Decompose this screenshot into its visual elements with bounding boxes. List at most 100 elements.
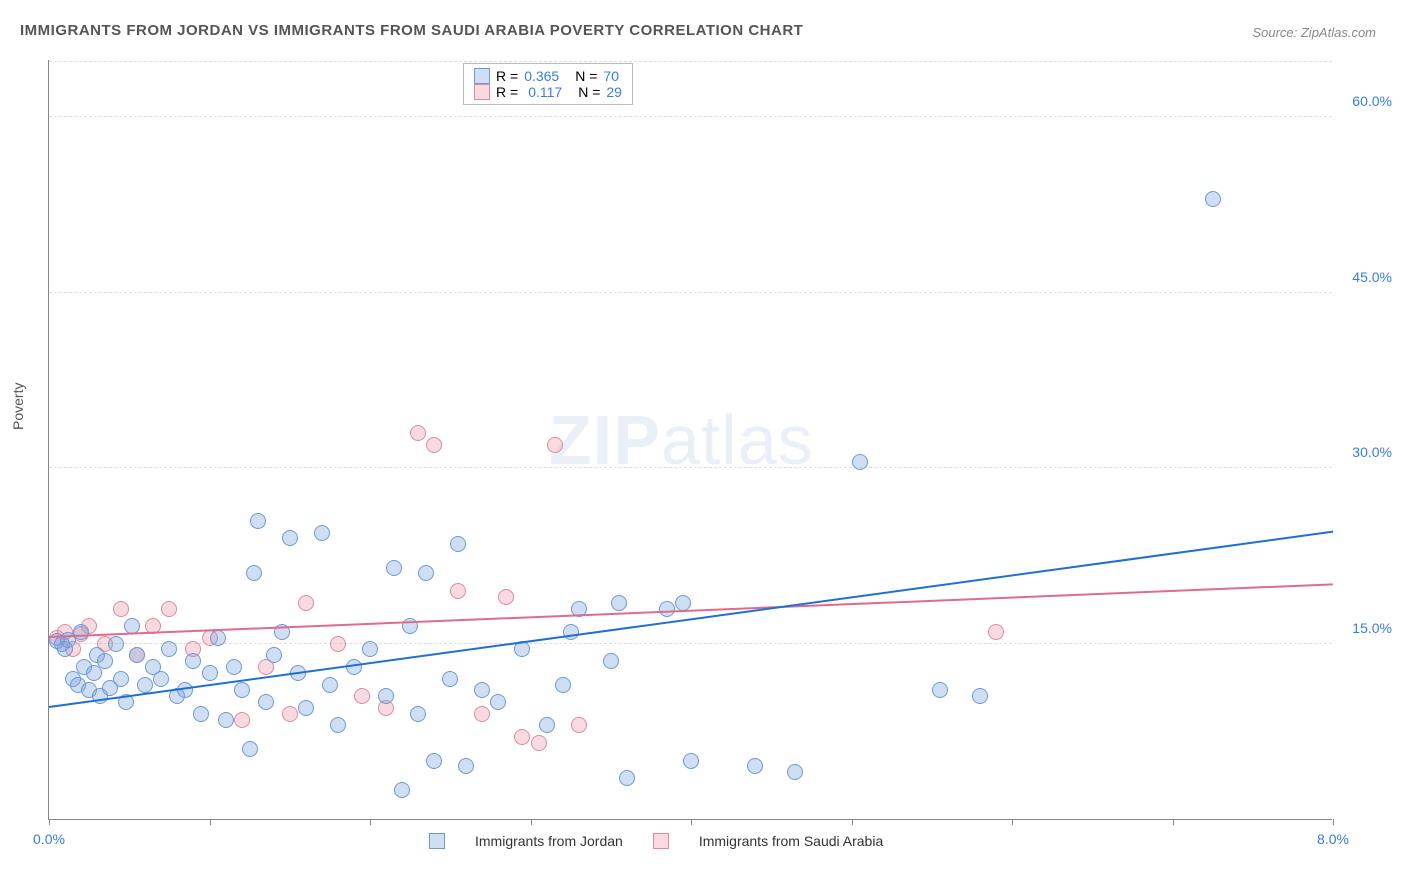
point-series2	[234, 712, 250, 728]
legend-swatch-1	[474, 68, 490, 84]
stats-row-1: R = 0.365 N = 70	[474, 68, 622, 84]
point-series2	[988, 624, 1004, 640]
point-series1	[418, 565, 434, 581]
stats-r-label: R =	[496, 84, 518, 100]
point-series2	[282, 706, 298, 722]
point-series1	[193, 706, 209, 722]
x-tick	[210, 819, 211, 825]
point-series1	[611, 595, 627, 611]
point-series1	[386, 560, 402, 576]
point-series2	[330, 636, 346, 652]
point-series1	[137, 677, 153, 693]
point-series1	[426, 753, 442, 769]
legend-swatch-1	[429, 833, 445, 849]
point-series1	[787, 764, 803, 780]
point-series1	[555, 677, 571, 693]
point-series1	[972, 688, 988, 704]
y-tick-label: 45.0%	[1337, 269, 1392, 285]
point-series1	[73, 624, 89, 640]
point-series1	[218, 712, 234, 728]
stats-r1-value: 0.365	[524, 68, 559, 84]
point-series2	[547, 437, 563, 453]
point-series2	[498, 589, 514, 605]
stats-n-label: N =	[578, 84, 600, 100]
point-series1	[442, 671, 458, 687]
point-series1	[258, 694, 274, 710]
point-series1	[210, 630, 226, 646]
point-series1	[234, 682, 250, 698]
stats-n2-value: 29	[606, 84, 622, 100]
gridline	[49, 61, 1332, 62]
point-series1	[683, 753, 699, 769]
trendline-series1	[49, 531, 1333, 708]
x-tick	[691, 819, 692, 825]
stats-row-2: R = 0.117 N = 29	[474, 84, 622, 100]
point-series1	[410, 706, 426, 722]
x-tick	[49, 819, 50, 825]
legend-swatch-2	[474, 84, 490, 100]
point-series1	[246, 565, 262, 581]
point-series1	[362, 641, 378, 657]
point-series2	[354, 688, 370, 704]
point-series1	[226, 659, 242, 675]
trendline-series2	[49, 583, 1333, 638]
stats-r-label: R =	[496, 68, 518, 84]
point-series2	[531, 735, 547, 751]
gridline	[49, 467, 1332, 468]
point-series1	[394, 782, 410, 798]
x-tick	[1333, 819, 1334, 825]
point-series1	[161, 641, 177, 657]
point-series2	[161, 601, 177, 617]
point-series1	[298, 700, 314, 716]
point-series2	[450, 583, 466, 599]
gridline	[49, 643, 1332, 644]
point-series1	[108, 636, 124, 652]
point-series1	[378, 688, 394, 704]
legend-swatch-2	[653, 833, 669, 849]
stats-n1-value: 70	[603, 68, 619, 84]
y-tick-label: 60.0%	[1337, 93, 1392, 109]
gridline	[49, 292, 1332, 293]
legend-label-2: Immigrants from Saudi Arabia	[699, 833, 883, 849]
point-series1	[314, 525, 330, 541]
point-series2	[474, 706, 490, 722]
legend-label-1: Immigrants from Jordan	[475, 833, 623, 849]
point-series1	[474, 682, 490, 698]
gridline	[49, 116, 1332, 117]
point-series2	[410, 425, 426, 441]
x-tick	[852, 819, 853, 825]
point-series2	[113, 601, 129, 617]
y-axis-label: Poverty	[10, 383, 26, 430]
point-series1	[563, 624, 579, 640]
point-series1	[185, 653, 201, 669]
source-label: Source: ZipAtlas.com	[1252, 25, 1376, 40]
point-series1	[322, 677, 338, 693]
x-tick	[531, 819, 532, 825]
point-series1	[129, 647, 145, 663]
point-series1	[603, 653, 619, 669]
x-tick	[1012, 819, 1013, 825]
point-series1	[490, 694, 506, 710]
point-series1	[330, 717, 346, 733]
point-series1	[539, 717, 555, 733]
point-series2	[426, 437, 442, 453]
point-series1	[242, 741, 258, 757]
point-series1	[202, 665, 218, 681]
point-series1	[458, 758, 474, 774]
point-series1	[747, 758, 763, 774]
x-tick-label: 0.0%	[33, 831, 65, 847]
point-series1	[659, 601, 675, 617]
point-series1	[250, 513, 266, 529]
point-series1	[177, 682, 193, 698]
stats-n-label: N =	[575, 68, 597, 84]
point-series1	[113, 671, 129, 687]
x-tick	[370, 819, 371, 825]
y-tick-label: 15.0%	[1337, 620, 1392, 636]
point-series1	[932, 682, 948, 698]
plot-area: ZIPatlas R = 0.365 N = 70 R = 0.117 N = …	[48, 60, 1332, 820]
point-series1	[852, 454, 868, 470]
point-series1	[153, 671, 169, 687]
point-series1	[282, 530, 298, 546]
point-series1	[97, 653, 113, 669]
x-tick	[1173, 819, 1174, 825]
